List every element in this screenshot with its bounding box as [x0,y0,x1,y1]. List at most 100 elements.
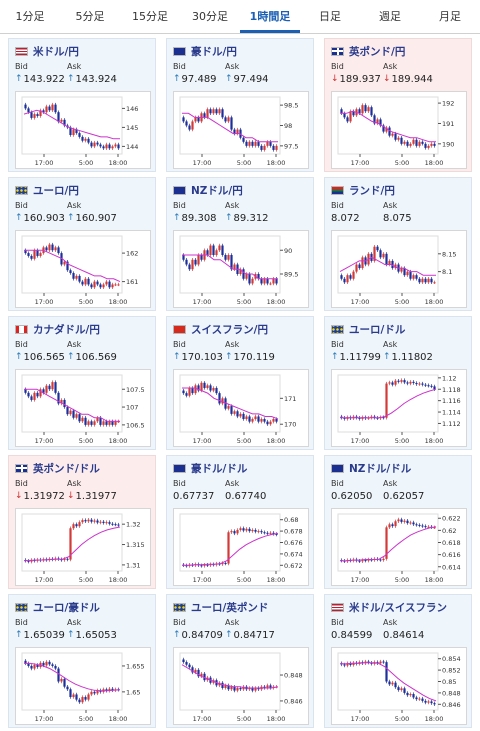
flag-nz-icon [331,463,344,473]
currency-card[interactable]: ランド/円 Bid Ask 8.072 8.075 8.15 8.1 17:00 5:… [324,177,472,311]
x-tick-label: 17:00 [351,576,370,584]
y-tick-label: 0.62 [442,527,456,535]
x-tick-label: 5:00 [237,298,252,306]
candle [385,662,388,682]
candle [66,686,69,690]
tab-3[interactable]: 30分足 [192,10,228,23]
candle [415,524,418,526]
candle [245,141,248,146]
currency-card[interactable]: 英ポンド/ドル Bid Ask ↓ 1.31972 ↓ 1.31977 1.32 1.… [8,455,156,589]
up-arrow-icon: ↑ [173,74,181,84]
currency-card[interactable]: 英ポンド/円 Bid Ask ↓ 189.937 ↓ 189.944 192 191 1… [324,38,472,172]
tab-7[interactable]: 月足 [439,10,461,23]
currency-card[interactable]: ユーロ/豪ドル Bid Ask ↑ 1.65039 ↑ 1.65053 1.655 1… [8,594,156,728]
candle [388,681,391,685]
candle [114,421,117,425]
ask-value: 170.119 [233,351,275,363]
candle [188,264,191,270]
pair-name: ユーロ/ドル [349,323,406,336]
currency-card[interactable]: NZドル/ドル Bid Ask 0.62050 0.62057 0.622 0.6… [324,455,472,589]
ask-price: ↑ 0.84717 [225,630,277,641]
price-chart: 1.12 1.118 1.116 1.114 1.112 17:00 5:00 18:00 [331,369,467,447]
tab-1[interactable]: 5分足 [75,10,105,23]
bid-label: Bid [15,201,28,210]
candle [394,264,397,269]
x-tick-label: 17:00 [351,298,370,306]
candle [108,281,111,288]
candle [242,269,245,279]
x-tick-label: 17:00 [351,715,370,723]
tab-6[interactable]: 週足 [379,10,401,23]
candle [72,410,75,418]
candle [102,284,105,288]
candlestick-chart: 0.622 0.62 0.618 0.616 0.614 17:00 5:00 18:00 [337,513,461,584]
candle [182,117,185,122]
candle [239,528,242,530]
plot-frame [21,235,123,294]
bid-label: Bid [173,618,186,627]
candle [105,522,108,524]
y-tick-label: 107 [126,404,138,412]
candle [99,284,102,288]
ask-value: 1.65053 [75,629,117,641]
candle [51,104,54,111]
candle [418,383,421,385]
bid-price: ↑ 106.565 [15,352,67,363]
candle [117,421,120,423]
currency-card[interactable]: 豪ドル/ドル Bid Ask 0.67737 0.67740 0.68 0.678… [166,455,314,589]
moving-average-line [182,254,278,280]
tab-5[interactable]: 日足 [319,10,341,23]
currency-card[interactable]: スイスフラン/円 Bid Ask ↑ 170.103 ↑ 170.119 171 17… [166,316,314,450]
candle [257,274,260,279]
ask-label: Ask [67,340,82,349]
currency-card[interactable]: カナダドル/円 Bid Ask ↑ 106.565 ↑ 106.569 107.5 1… [8,316,156,450]
candle [346,117,349,122]
pair-title: 米ドル/円 [15,43,149,59]
x-tick-label: 5:00 [395,715,410,723]
pair-title: ユーロ/円 [15,182,149,198]
currency-card[interactable]: ユーロ/英ポンド Bid Ask ↑ 0.84709 ↑ 0.84717 0.848… [166,594,314,728]
candle [412,275,415,279]
candle [397,137,400,140]
candle [263,686,266,688]
currency-card[interactable]: NZドル/円 Bid Ask ↑ 89.308 ↑ 89.312 90 89.5 17:… [166,177,314,311]
candle [93,142,96,147]
currency-card[interactable]: 豪ドル/円 Bid Ask ↑ 97.489 ↑ 97.494 98.5 98 97.5… [166,38,314,172]
currency-card[interactable]: 米ドル/円 Bid Ask ↑ 143.922 ↑ 143.924 146 145 14… [8,38,156,172]
candle [340,109,343,114]
x-tick-label: 5:00 [237,159,252,167]
tab-0[interactable]: 1分足 [15,10,45,23]
candle [111,284,114,288]
candle [421,525,424,527]
candle [379,661,382,664]
y-tick-label: 192 [442,100,454,108]
ask-value: 1.31977 [75,490,117,502]
candle [266,278,269,284]
candle [114,524,117,526]
currency-card[interactable]: ユーロ/ドル Bid Ask ↑ 1.11799 ↑ 1.11802 1.12 1.1… [324,316,472,450]
candlestick-chart: 171 170 17:00 5:00 18:00 [179,374,296,445]
tab-4[interactable]: 1時間足 [240,0,300,33]
candle [421,698,424,701]
candle [60,678,63,682]
candle [343,417,346,419]
x-tick-label: 18:00 [425,159,444,167]
y-tick-label: 162 [126,250,138,258]
up-arrow-icon: ↑ [331,352,339,362]
candle [185,121,188,126]
currency-card[interactable]: ユーロ/円 Bid Ask ↑ 160.903 ↑ 160.907 162 161 17… [8,177,156,311]
candle [352,271,355,279]
candlestick-chart: 0.68 0.678 0.676 0.674 0.672 17:00 5:00 18:00 [179,513,303,584]
candle [227,117,230,122]
pair-title: NZドル/円 [173,182,307,198]
y-tick-label: 171 [284,395,296,403]
candle [421,278,424,283]
price-chart: 8.15 8.1 17:00 5:00 18:00 [331,230,467,308]
x-tick-label: 17:00 [193,576,212,584]
bid-value: 1.31972 [23,490,65,502]
x-tick-label: 5:00 [237,437,252,445]
candle [99,521,102,523]
tab-2[interactable]: 15分足 [132,10,168,23]
currency-card[interactable]: 米ドル/スイスフラン Bid Ask 0.84599 0.84614 0.854… [324,594,472,728]
up-arrow-icon: ↑ [67,213,75,223]
